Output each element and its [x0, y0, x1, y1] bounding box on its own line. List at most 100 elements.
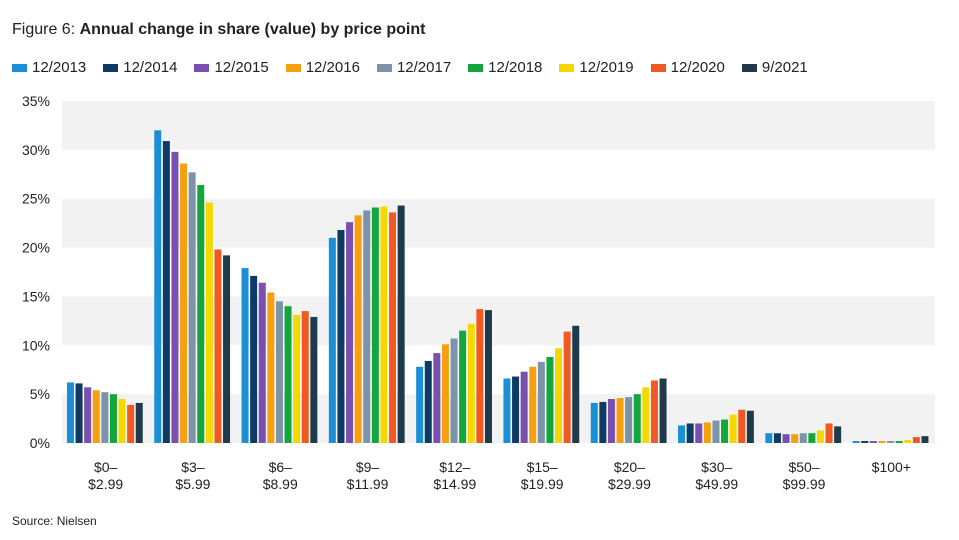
legend-item: 12/2013	[12, 59, 86, 76]
bar-12-2013	[590, 402, 598, 443]
legend-label: 12/2016	[305, 59, 360, 76]
bar-12-2019	[555, 348, 563, 443]
chart-title: Figure 6: Annual change in share (value)…	[12, 21, 425, 39]
x-tick-label: $5.99	[175, 476, 210, 492]
bar-12-2014	[512, 376, 520, 443]
bar-12-2017	[799, 433, 807, 443]
bar-9-2021	[310, 316, 318, 443]
bar-9-2021	[397, 205, 405, 443]
bar-12-2020	[738, 409, 746, 443]
title-main: Annual change in share (value) by price …	[79, 21, 426, 38]
bar-12-2015	[607, 399, 615, 443]
bar-12-2020	[389, 212, 397, 443]
bar-12-2017	[450, 338, 458, 443]
legend-swatch	[559, 63, 575, 72]
bar-12-2016	[441, 344, 449, 443]
bar-12-2014	[424, 360, 432, 443]
bar-12-2017	[712, 420, 720, 443]
x-tick-label: $29.99	[608, 476, 651, 492]
legend-label: 12/2019	[579, 59, 634, 76]
bar-12-2018	[721, 419, 729, 443]
bar-12-2013	[416, 366, 424, 443]
bar-12-2018	[546, 357, 554, 443]
bar-12-2014	[861, 441, 869, 443]
legend-label: 12/2013	[32, 59, 87, 76]
bar-12-2015	[869, 441, 877, 443]
y-tick-label: 5%	[30, 386, 50, 402]
bar-12-2018	[808, 433, 816, 443]
bar-12-2016	[878, 441, 886, 443]
legend-item: 12/2016	[285, 59, 360, 76]
bar-12-2016	[92, 390, 100, 443]
bar-12-2014	[75, 383, 83, 443]
bar-12-2014	[599, 401, 607, 443]
bar-12-2014	[686, 423, 694, 443]
bar-12-2020	[912, 437, 920, 443]
legend-item: 12/2019	[559, 59, 634, 76]
bar-9-2021	[834, 426, 842, 443]
legend-item: 12/2015	[194, 59, 269, 76]
bar-12-2014	[250, 275, 258, 443]
y-tick-label: 35%	[22, 93, 50, 109]
bar-12-2019	[380, 206, 388, 443]
legend-item: 12/2017	[376, 59, 451, 76]
bar-12-2017	[887, 441, 895, 443]
x-tick-label: $3–	[181, 459, 205, 475]
x-tick-label: $30–	[701, 459, 732, 475]
bar-12-2015	[346, 222, 354, 443]
y-tick-label: 0%	[30, 435, 50, 451]
legend-swatch	[12, 63, 27, 72]
legend-swatch	[376, 63, 392, 72]
bar-12-2018	[284, 306, 292, 443]
bar-12-2015	[258, 282, 266, 443]
y-tick-label: 30%	[22, 142, 50, 158]
legend-label: 12/2018	[488, 59, 543, 76]
bar-12-2015	[171, 151, 179, 443]
bar-12-2013	[66, 382, 74, 443]
x-tick-label: $14.99	[433, 476, 476, 492]
grid-band	[62, 101, 935, 150]
legend-swatch	[650, 63, 666, 72]
x-tick-label: $100+	[872, 459, 911, 475]
bar-12-2016	[354, 215, 362, 443]
bar-12-2016	[703, 422, 711, 443]
x-tick-label: $9–	[356, 459, 380, 475]
bar-12-2020	[127, 404, 135, 443]
x-tick-label: $50–	[788, 459, 819, 475]
bar-12-2014	[337, 229, 345, 443]
bar-12-2018	[895, 441, 903, 443]
y-tick-label: 10%	[22, 337, 50, 353]
bar-9-2021	[921, 436, 929, 443]
x-tick-label: $20–	[614, 459, 645, 475]
bar-12-2017	[537, 361, 545, 443]
bar-12-2017	[363, 210, 371, 443]
bar-12-2019	[118, 399, 126, 443]
bar-12-2019	[205, 202, 213, 443]
bar-12-2017	[188, 172, 196, 443]
x-tick-label: $49.99	[695, 476, 738, 492]
legend-item: 12/2018	[468, 59, 542, 76]
bar-12-2015	[433, 353, 441, 443]
x-tick-label: $2.99	[88, 476, 123, 492]
bar-12-2013	[852, 441, 860, 443]
bar-12-2019	[904, 440, 912, 443]
bar-12-2020	[214, 249, 222, 443]
bar-12-2019	[729, 414, 737, 443]
bar-12-2013	[765, 433, 773, 443]
legend-label: 12/2014	[123, 59, 178, 76]
legend-label: 12/2020	[670, 59, 725, 76]
legend-swatch	[468, 63, 484, 72]
bar-12-2019	[293, 314, 301, 443]
bar-12-2016	[180, 163, 188, 443]
x-tick-label: $8.99	[263, 476, 298, 492]
bar-12-2013	[154, 130, 162, 444]
x-tick-label: $99.99	[783, 476, 826, 492]
bar-12-2015	[782, 434, 790, 443]
bar-12-2020	[563, 331, 571, 443]
bar-12-2019	[467, 323, 475, 443]
bar-12-2019	[816, 430, 824, 443]
bar-12-2013	[678, 425, 686, 443]
x-tick-label: $0–	[94, 459, 118, 475]
legend-label: 9/2021	[761, 59, 808, 76]
bar-12-2016	[529, 366, 537, 443]
